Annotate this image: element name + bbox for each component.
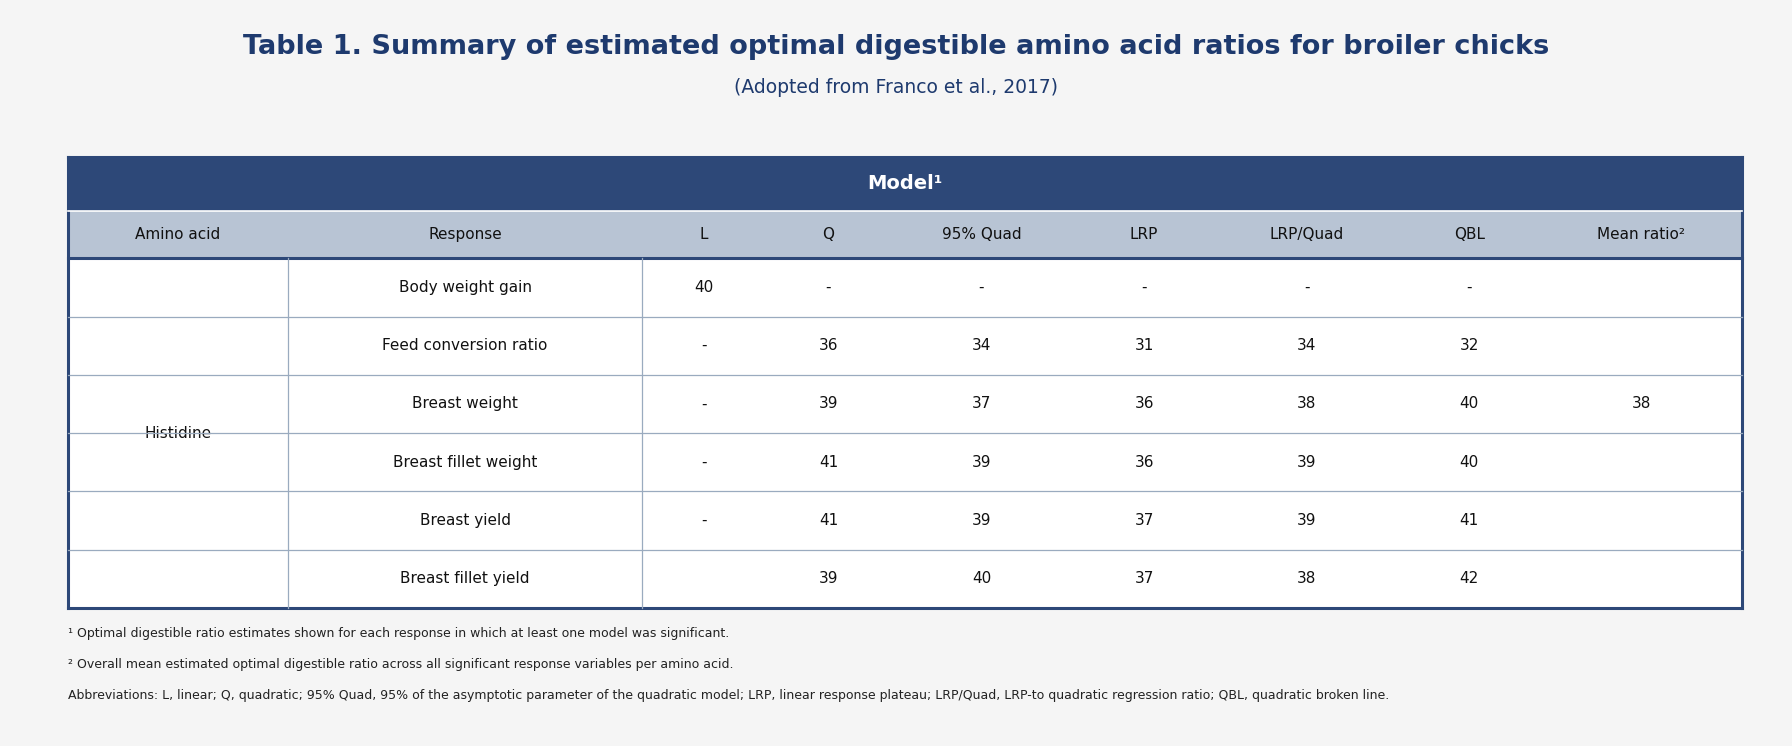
- Text: Amino acid: Amino acid: [136, 227, 220, 242]
- Text: L: L: [701, 227, 708, 242]
- Text: QBL: QBL: [1453, 227, 1486, 242]
- Text: Mean ratio²: Mean ratio²: [1597, 227, 1686, 242]
- Text: 38: 38: [1297, 571, 1317, 586]
- Text: -: -: [701, 396, 706, 412]
- Bar: [68, 374, 1742, 433]
- Text: Table 1. Summary of estimated optimal digestible amino acid ratios for broiler c: Table 1. Summary of estimated optimal di…: [244, 34, 1548, 60]
- Text: Body weight gain: Body weight gain: [398, 280, 532, 295]
- Text: -: -: [978, 280, 984, 295]
- Bar: [68, 211, 1742, 258]
- Text: 39: 39: [1297, 513, 1317, 528]
- Bar: [68, 550, 1742, 608]
- Bar: [68, 258, 1742, 316]
- Bar: [68, 258, 289, 608]
- Text: 95% Quad: 95% Quad: [941, 227, 1021, 242]
- Text: 37: 37: [1134, 513, 1154, 528]
- Text: -: -: [1142, 280, 1147, 295]
- Text: -: -: [1466, 280, 1471, 295]
- Text: -: -: [826, 280, 831, 295]
- Text: LRP: LRP: [1131, 227, 1158, 242]
- Text: Model¹: Model¹: [867, 175, 943, 193]
- Text: LRP/Quad: LRP/Quad: [1269, 227, 1344, 242]
- Text: Breast yield: Breast yield: [419, 513, 511, 528]
- Text: 40: 40: [1460, 455, 1478, 470]
- Text: Breast weight: Breast weight: [412, 396, 518, 412]
- Text: 34: 34: [1297, 338, 1317, 353]
- Text: 31: 31: [1134, 338, 1154, 353]
- Text: 37: 37: [971, 396, 991, 412]
- Text: 41: 41: [819, 455, 839, 470]
- Text: -: -: [701, 513, 706, 528]
- Text: 32: 32: [1459, 338, 1478, 353]
- Text: 34: 34: [971, 338, 991, 353]
- Text: 41: 41: [819, 513, 839, 528]
- Text: Feed conversion ratio: Feed conversion ratio: [382, 338, 548, 353]
- Text: 39: 39: [971, 455, 991, 470]
- Text: 40: 40: [1460, 396, 1478, 412]
- Text: Breast fillet weight: Breast fillet weight: [392, 455, 538, 470]
- Text: 36: 36: [1134, 396, 1154, 412]
- Bar: [68, 157, 1742, 211]
- Text: ¹ Optimal digestible ratio estimates shown for each response in which at least o: ¹ Optimal digestible ratio estimates sho…: [68, 627, 729, 639]
- Text: 38: 38: [1633, 396, 1650, 412]
- Text: Response: Response: [428, 227, 502, 242]
- Bar: [68, 433, 1742, 492]
- Text: -: -: [1305, 280, 1310, 295]
- Text: 39: 39: [1297, 455, 1317, 470]
- Text: 38: 38: [1297, 396, 1317, 412]
- Text: 39: 39: [971, 513, 991, 528]
- Text: 40: 40: [695, 280, 713, 295]
- Text: -: -: [701, 338, 706, 353]
- Text: 36: 36: [819, 338, 839, 353]
- Text: 36: 36: [1134, 455, 1154, 470]
- Bar: [68, 316, 1742, 374]
- Text: 37: 37: [1134, 571, 1154, 586]
- Text: 39: 39: [819, 396, 839, 412]
- Bar: [68, 492, 1742, 550]
- Text: Breast fillet yield: Breast fillet yield: [400, 571, 530, 586]
- Text: Abbreviations: L, linear; Q, quadratic; 95% Quad, 95% of the asymptotic paramete: Abbreviations: L, linear; Q, quadratic; …: [68, 689, 1389, 702]
- Text: 39: 39: [819, 571, 839, 586]
- Text: Q: Q: [823, 227, 835, 242]
- Text: (Adopted from Franco et al., 2017): (Adopted from Franco et al., 2017): [735, 78, 1057, 97]
- Text: ² Overall mean estimated optimal digestible ratio across all significant respons: ² Overall mean estimated optimal digesti…: [68, 658, 733, 671]
- Text: 41: 41: [1460, 513, 1478, 528]
- Text: Histidine: Histidine: [145, 426, 211, 441]
- Text: -: -: [701, 455, 706, 470]
- Text: 42: 42: [1460, 571, 1478, 586]
- Text: 40: 40: [971, 571, 991, 586]
